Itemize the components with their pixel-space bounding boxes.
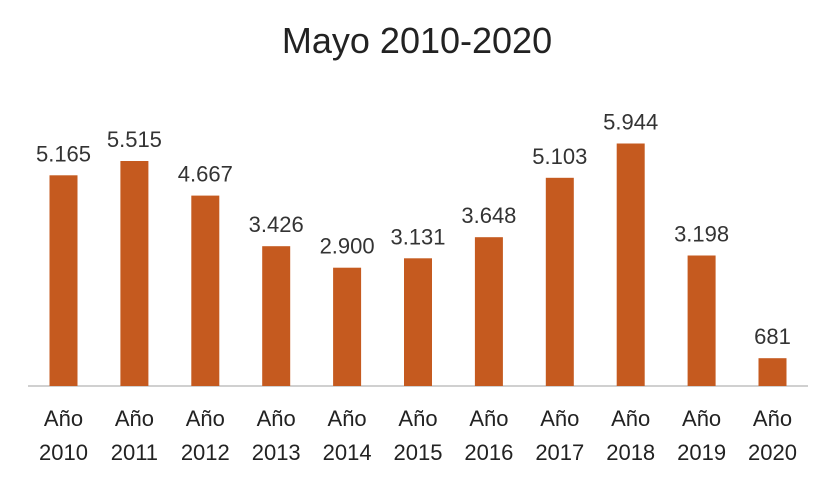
data-label: 3.426: [249, 212, 304, 237]
x-tick-label: Año: [753, 406, 792, 431]
data-label: 5.103: [532, 144, 587, 169]
x-tick-label: Año: [611, 406, 650, 431]
bar: [474, 237, 503, 386]
bar: [333, 267, 362, 386]
data-label: 2.900: [320, 234, 375, 259]
x-tick-label: Año: [540, 406, 579, 431]
x-tick-label: Año: [469, 406, 508, 431]
x-tick-label: 2016: [464, 440, 513, 465]
x-tick-label: 2017: [535, 440, 584, 465]
x-tick-label: 2014: [323, 440, 372, 465]
bar: [49, 175, 78, 386]
x-tick-label: 2020: [748, 440, 797, 465]
x-tick-label: 2010: [39, 440, 88, 465]
bar: [262, 246, 291, 386]
data-label: 5.515: [107, 127, 162, 152]
data-label: 681: [754, 324, 791, 349]
x-tick-label: 2015: [394, 440, 443, 465]
data-label: 3.198: [674, 222, 729, 247]
x-tick-label: Año: [186, 406, 225, 431]
x-tick-label: 2019: [677, 440, 726, 465]
bar: [404, 258, 432, 386]
data-label: 3.648: [461, 203, 516, 228]
chart-title: Mayo 2010-2020: [281, 20, 553, 61]
x-tick-label: 2018: [606, 440, 655, 465]
x-tick-label: 2011: [111, 440, 158, 465]
x-tick-label: Año: [115, 406, 154, 431]
x-tick-label: Año: [257, 406, 296, 431]
x-tick-label: 2012: [181, 440, 230, 465]
x-tick-label: Año: [328, 406, 367, 431]
bar: [616, 143, 645, 386]
bar: [758, 358, 787, 386]
x-tick-label: Año: [682, 406, 721, 431]
data-label: 5.165: [36, 141, 91, 166]
data-label: 4.667: [178, 162, 233, 187]
bar: [191, 195, 220, 386]
bar: [545, 177, 574, 386]
x-tick-label: 2013: [252, 440, 301, 465]
data-label: 3.131: [390, 224, 445, 249]
data-label: 5.944: [603, 110, 658, 135]
bar: [687, 255, 716, 386]
bar: [120, 161, 149, 386]
x-tick-label: Año: [398, 406, 437, 431]
x-tick-label: Año: [44, 406, 83, 431]
